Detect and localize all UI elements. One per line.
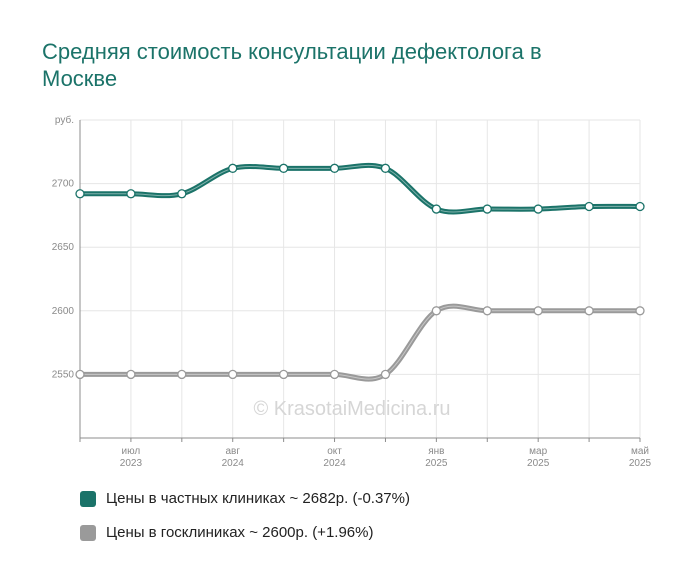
data-point	[533, 306, 543, 316]
y-tick-label: 2700	[52, 179, 75, 190]
legend-label-private: Цены в частных клиниках ~ 2682р. (-0.37%…	[106, 490, 410, 507]
data-point	[75, 189, 85, 199]
legend-item-private[interactable]: Цены в частных клиниках ~ 2682р. (-0.37%…	[80, 490, 410, 507]
data-point	[329, 163, 340, 173]
y-tick-label: 2650	[52, 242, 75, 253]
data-point	[126, 369, 136, 380]
x-tick-month: янв	[428, 446, 444, 457]
tick-labels: 2550260026502700руб.июл2023авг2024окт202…	[52, 114, 652, 469]
data-point	[533, 204, 543, 214]
series-line-0	[77, 162, 643, 215]
data-point	[431, 204, 442, 214]
x-tick-year: 2024	[323, 458, 346, 469]
x-tick-month: май	[631, 446, 649, 457]
legend-item-public[interactable]: Цены в госклиниках ~ 2600р. (+1.96%)	[80, 524, 373, 541]
watermark: © KrasotaiMedicina.ru	[253, 398, 450, 420]
y-tick-label: 2600	[52, 306, 75, 317]
data-point	[75, 369, 85, 380]
data-point	[431, 306, 442, 316]
series-line-highlight-1	[80, 305, 640, 380]
x-tick-year: 2025	[527, 458, 550, 469]
chart-title: Средняя стоимость консультации дефектоло…	[42, 39, 542, 91]
y-unit-label: руб.	[55, 114, 74, 126]
series-line-1	[77, 303, 643, 382]
series-lines	[75, 162, 645, 382]
data-point	[278, 369, 289, 380]
x-tick-month: авг	[225, 446, 240, 457]
x-tick-year: 2025	[629, 458, 652, 469]
legend-swatch-private	[80, 490, 96, 507]
data-point	[482, 306, 492, 316]
data-point	[584, 201, 594, 212]
x-tick-month: июл	[122, 446, 141, 457]
data-point	[635, 306, 645, 316]
legend-label-public: Цены в госклиниках ~ 2600р. (+1.96%)	[106, 524, 374, 541]
data-point	[329, 369, 340, 380]
x-tick-year: 2023	[120, 458, 143, 469]
data-point	[482, 204, 492, 214]
data-point	[380, 163, 391, 173]
data-point	[177, 369, 187, 380]
data-point	[380, 369, 391, 380]
data-point	[278, 163, 289, 173]
series-line-highlight-0	[80, 164, 641, 213]
x-tick-year: 2025	[425, 458, 448, 469]
data-point	[228, 163, 238, 173]
data-point	[584, 306, 594, 316]
data-point	[126, 189, 136, 199]
x-tick-year: 2024	[222, 458, 245, 469]
x-tick-month: окт	[327, 446, 342, 457]
data-point	[635, 201, 645, 212]
data-point	[177, 189, 187, 199]
data-point	[228, 369, 238, 380]
x-tick-month: мар	[529, 446, 547, 457]
legend-swatch-public	[80, 524, 96, 541]
axes	[79, 120, 641, 442]
y-tick-label: 2550	[52, 369, 75, 380]
